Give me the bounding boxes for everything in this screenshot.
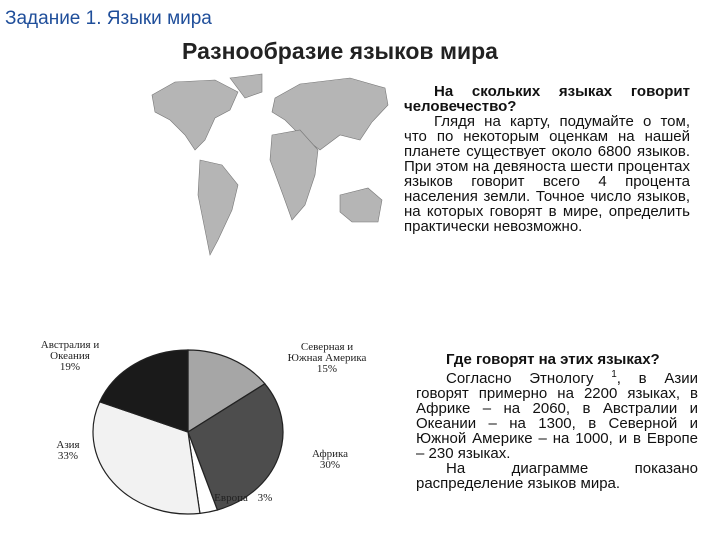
heading: Разнообразие языков мира — [182, 38, 498, 64]
slice-value: 33% — [58, 450, 78, 462]
slice-label: Азия — [56, 439, 79, 451]
australia — [339, 187, 383, 223]
slice-value: 15% — [317, 363, 337, 375]
south-america — [197, 159, 239, 256]
pie-slice — [187, 383, 284, 511]
pie-slice — [187, 349, 266, 434]
north-america — [151, 79, 239, 151]
slice-label: Европа — [214, 492, 248, 504]
paragraph: Глядя на карту, подумайте о том, что по … — [404, 113, 690, 235]
footnote: 1 — [611, 369, 617, 380]
greenland — [229, 73, 263, 99]
text: Согласно Этнологу — [446, 370, 594, 387]
slice-label: Южная Америка — [288, 352, 367, 364]
slide-title: Задание 1. Языки мира — [5, 8, 212, 29]
slice-label: Океания — [50, 350, 90, 362]
slice-value: 3% — [258, 492, 273, 504]
text: , в Азии говорят примерно на 2200 языках… — [416, 370, 698, 462]
question: На скольких языках говорит человечество? — [404, 83, 690, 115]
pie-slice — [98, 349, 189, 433]
question: Где говорят на этих языках? — [446, 351, 660, 368]
slice-label: Африка — [312, 448, 348, 460]
slice-label: Северная и — [301, 341, 353, 353]
pie-slice — [92, 401, 201, 515]
paragraph: Согласно Этнологу 1, в Азии говорят прим… — [416, 367, 698, 461]
slice-value: 19% — [60, 361, 80, 373]
africa — [269, 129, 319, 221]
text-block: Где говорят на этих языках? Согласно Этн… — [416, 352, 698, 491]
text-block: На скольких языках говорит человечество?… — [404, 84, 690, 234]
paragraph: На диаграмме показано распределение язык… — [416, 460, 698, 492]
slice-label: Австралия и — [41, 339, 100, 351]
world-map — [151, 73, 389, 256]
slice-value: 30% — [320, 459, 340, 471]
